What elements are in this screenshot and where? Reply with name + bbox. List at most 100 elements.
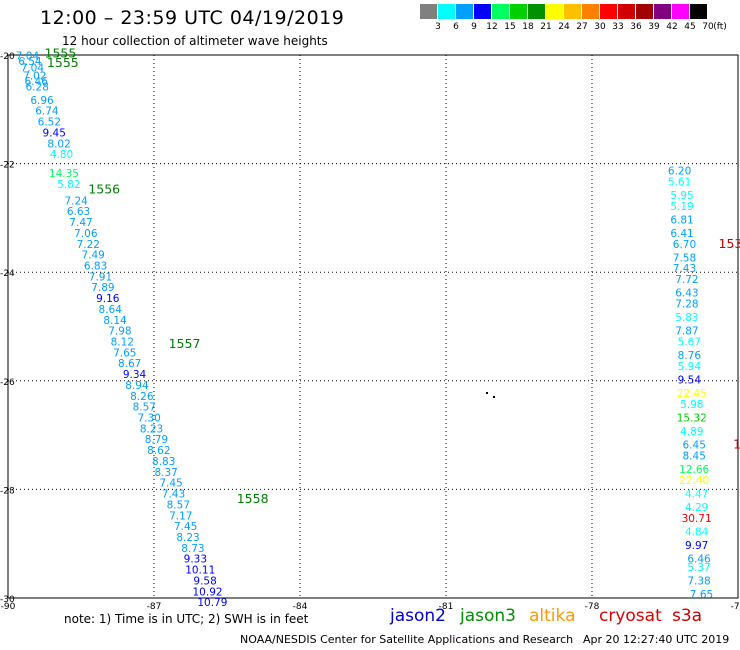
wave-height-value: 8.14 xyxy=(103,315,127,327)
wave-height-value: 6.83 xyxy=(84,260,107,272)
wave-height-value: 7.17 xyxy=(169,510,192,522)
satellite-jason2: jason2 xyxy=(390,606,446,626)
legend-label: 30 xyxy=(594,22,606,32)
pass-time-label: 1557 xyxy=(169,336,201,351)
chart-title: 12:00 – 23:59 UTC 04/19/2019 xyxy=(40,7,345,29)
wave-height-value: 6.41 xyxy=(670,228,693,240)
wave-height-value: 5.98 xyxy=(680,399,703,411)
wave-height-value: 6.43 xyxy=(675,288,698,300)
wave-height-value: 7.28 xyxy=(675,298,698,310)
x-tick-label: -90 xyxy=(1,602,16,612)
wave-height-value: 8.67 xyxy=(118,358,141,370)
legend-label: 33 xyxy=(612,22,624,32)
wave-height-value: 7.06 xyxy=(74,228,98,240)
x-tick-label: -75 xyxy=(731,602,740,612)
legend-swatch xyxy=(474,4,491,19)
wave-height-value: 4.89 xyxy=(680,426,703,438)
generated-timestamp: Apr 20 12:27:40 UTC 2019 xyxy=(583,633,730,646)
legend-label: 18 xyxy=(522,22,534,32)
legend-label: 27 xyxy=(576,22,588,32)
x-tick-label: -87 xyxy=(147,602,162,612)
legend-swatch xyxy=(528,4,545,19)
wave-height-value: 15.32 xyxy=(677,413,707,425)
legend-swatch xyxy=(618,4,635,19)
satellite-jason3: jason3 xyxy=(460,606,516,626)
wave-height-value: 7.65 xyxy=(690,589,713,601)
wave-height-value: 8.79 xyxy=(145,434,168,446)
wave-height-value: 6.81 xyxy=(670,214,693,226)
wave-height-value: 8.62 xyxy=(147,445,170,457)
legend-swatch xyxy=(564,4,581,19)
wave-height-value: 7.24 xyxy=(64,195,88,207)
legend-swatch xyxy=(546,4,563,19)
wave-height-value: 7.47 xyxy=(69,217,92,229)
wave-height-value: 8.45 xyxy=(683,451,706,463)
wave-height-value: 5.95 xyxy=(670,190,693,202)
wave-height-value: 7.45 xyxy=(159,478,182,490)
legend-label: 70 xyxy=(702,22,714,32)
legend-label: 36 xyxy=(630,22,642,32)
legend-swatch xyxy=(654,4,671,19)
wave-height-value: 7.04 xyxy=(16,50,40,62)
wave-height-value: 7.45 xyxy=(174,521,197,533)
wave-height-value: 7.43 xyxy=(162,489,185,501)
plot-frame xyxy=(7,54,739,599)
wave-height-value: 8.94 xyxy=(125,380,149,392)
x-tick-label: -78 xyxy=(585,602,600,612)
wave-height-value: 4.80 xyxy=(50,149,73,161)
wave-height-value: 8.57 xyxy=(167,499,190,511)
wave-height-value: 7.04 xyxy=(21,62,45,74)
wave-height-value: 7.02 xyxy=(23,70,46,82)
wave-height-value: 7.89 xyxy=(91,282,114,294)
wave-height-value: 6.46 xyxy=(687,554,711,566)
legend-swatch xyxy=(438,4,455,19)
map-point-mark xyxy=(486,392,488,394)
wave-height-value: 10.92 xyxy=(193,586,223,598)
wave-height-value: 12.66 xyxy=(679,464,709,476)
wave-height-value: 8.23 xyxy=(176,532,199,544)
legend-label: 24 xyxy=(558,22,570,32)
legend-swatch xyxy=(456,4,473,19)
credit-line: NOAA/NESDIS Center for Satellite Applica… xyxy=(240,633,574,646)
legend-label: 45 xyxy=(684,22,696,32)
wave-height-value: 6.70 xyxy=(673,239,696,251)
wave-height-value: 5.37 xyxy=(687,562,710,574)
wave-height-value: 8.12 xyxy=(111,337,134,349)
pass-time-label: 1556 xyxy=(88,181,120,196)
pass-time-label: 1558 xyxy=(237,491,269,506)
wave-height-value: 8.64 xyxy=(99,304,123,316)
wave-height-value: 4.47 xyxy=(685,489,708,501)
legend-label: 42 xyxy=(666,22,678,32)
wave-height-value: 5.19 xyxy=(670,201,693,213)
y-tick-label: -24 xyxy=(0,269,15,279)
satellite-altika: altika xyxy=(529,606,576,626)
wave-height-value: 8.57 xyxy=(133,402,156,414)
wave-height-value: 5.82 xyxy=(57,179,80,191)
pass-time-label: 1555 xyxy=(47,55,79,70)
y-tick-label: -20 xyxy=(0,52,15,62)
wave-height-value: 14.35 xyxy=(49,168,79,180)
wave-height-value: 9.97 xyxy=(685,540,708,552)
wave-height-value: 4.29 xyxy=(685,502,708,514)
x-tick-label: -81 xyxy=(439,602,454,612)
y-tick-label: -22 xyxy=(0,161,15,171)
legend-label: 3 xyxy=(435,22,441,32)
wave-height-value: 7.87 xyxy=(675,326,698,338)
legend-label: 9 xyxy=(471,22,477,32)
legend-swatch xyxy=(492,4,509,19)
wave-height-value: 8.83 xyxy=(152,456,175,468)
wave-height-value: 10.79 xyxy=(197,597,227,609)
wave-height-value: 10.11 xyxy=(185,565,215,577)
legend-swatch xyxy=(600,4,617,19)
wave-height-value: 5.67 xyxy=(678,337,701,349)
wave-height-value: 6.63 xyxy=(67,206,90,218)
chart-subtitle: 12 hour collection of altimeter wave hei… xyxy=(62,34,328,48)
map-point-mark xyxy=(493,396,495,398)
wave-height-value: 4.84 xyxy=(685,527,709,539)
legend-swatch xyxy=(582,4,599,19)
y-tick-label: -26 xyxy=(0,378,15,388)
legend-label: 39 xyxy=(648,22,660,32)
wave-height-value: 7.58 xyxy=(673,252,696,264)
wave-height-value: 7.30 xyxy=(137,413,160,425)
pass-time-label: 1539 xyxy=(719,236,740,251)
